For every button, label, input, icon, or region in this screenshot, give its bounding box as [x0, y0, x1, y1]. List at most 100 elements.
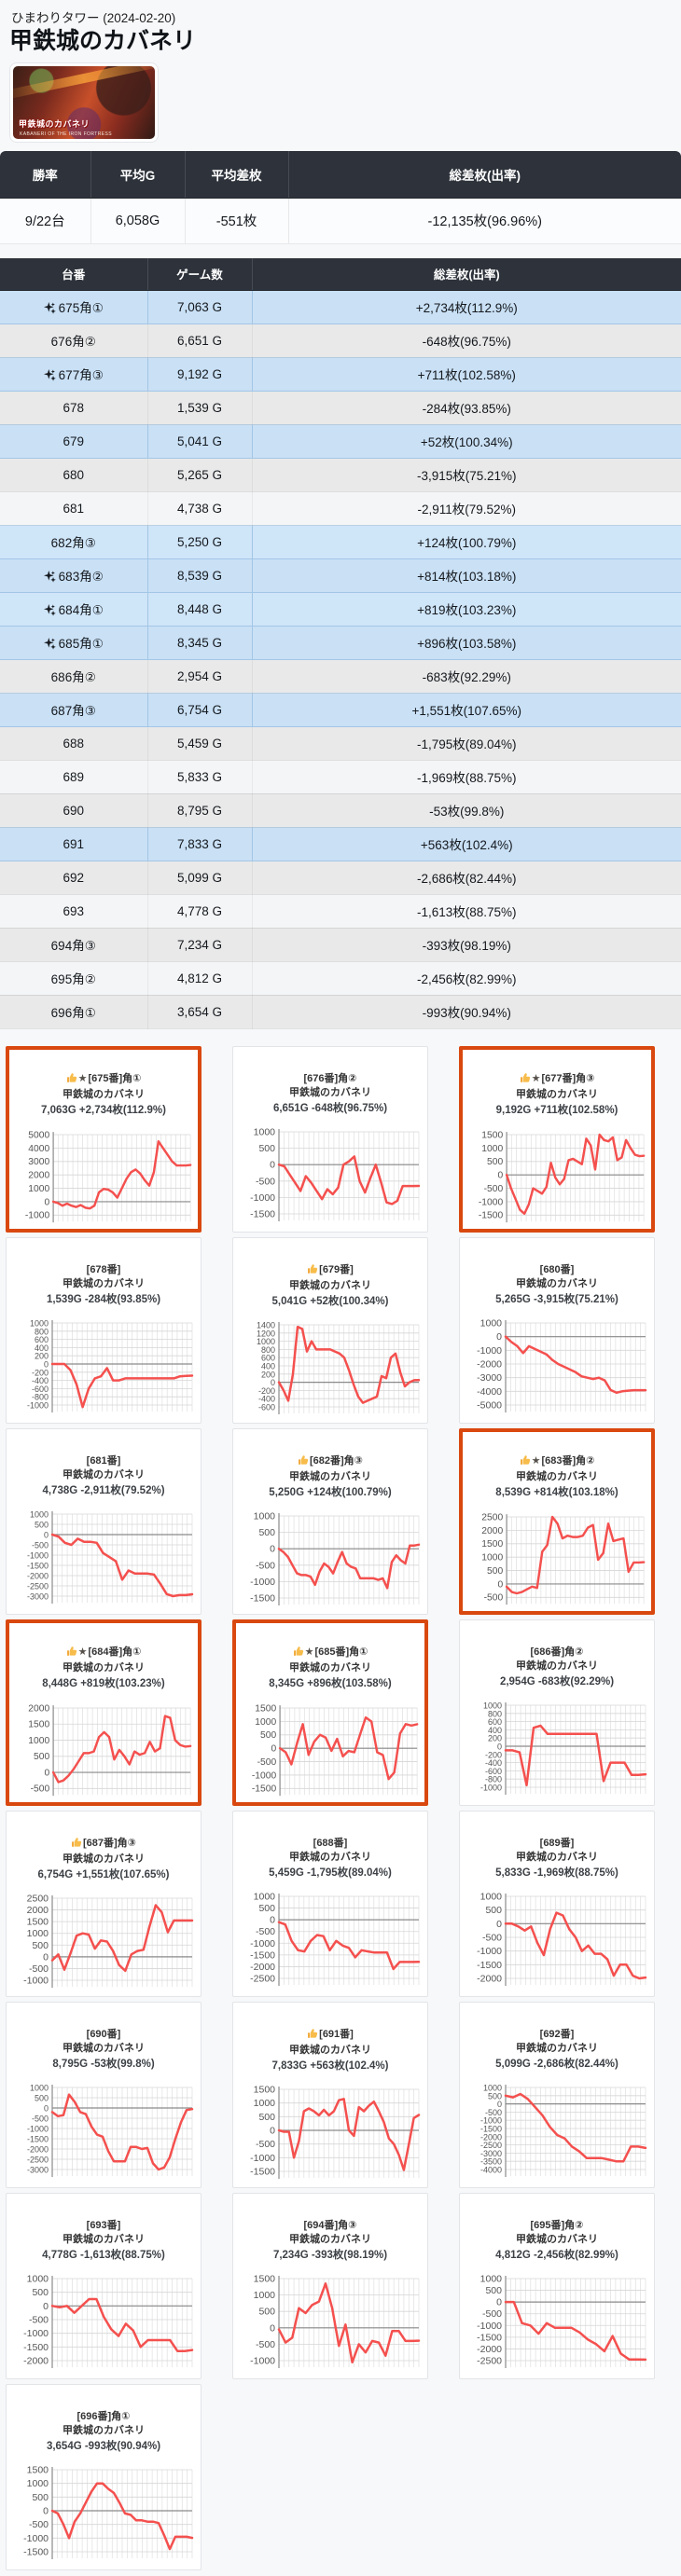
- machine-chart-card[interactable]: [693番] 甲鉄城のカバネリ 4,778G -1,613枚(88.75%) 1…: [6, 2192, 202, 2379]
- machine-chart-card[interactable]: [695番]角② 甲鉄城のカバネリ 4,812G -2,456枚(82.99%)…: [459, 2192, 655, 2379]
- svg-text:-2000: -2000: [23, 2355, 49, 2366]
- machine-number: 692: [63, 870, 85, 885]
- chart-title-line: [687番]角③: [7, 1837, 201, 1853]
- svg-text:500: 500: [258, 1143, 275, 1154]
- table-row: 677角③ 9,192 G +711枚(102.58%): [0, 357, 681, 392]
- machine-number-cell: 678: [0, 391, 148, 425]
- svg-text:1000: 1000: [28, 1184, 49, 1194]
- svg-text:-1500: -1500: [250, 1592, 275, 1604]
- chart-title-line: [689番]: [460, 1837, 654, 1851]
- machine-number: 695角②: [50, 972, 96, 987]
- svg-text:1000: 1000: [27, 2478, 49, 2489]
- machine-chart-card[interactable]: [696番]角① 甲鉄城のカバネリ 3,654G -993枚(90.94%) 1…: [6, 2383, 202, 2570]
- svg-text:800: 800: [488, 1709, 502, 1718]
- table-row: 691 7,833 G +563枚(102.4%): [0, 827, 681, 861]
- svg-text:1000: 1000: [254, 1891, 276, 1902]
- svg-text:1000: 1000: [28, 1736, 49, 1746]
- table-row: 695角② 4,812 G -2,456枚(82.99%): [0, 961, 681, 996]
- svg-text:1000: 1000: [480, 1891, 503, 1902]
- machine-number-cell: 677角③: [0, 357, 148, 392]
- machine-chart-card[interactable]: [692番] 甲鉄城のカバネリ 5,099G -2,686枚(82.44%) 1…: [459, 2001, 655, 2188]
- machine-number: 675角①: [58, 300, 104, 315]
- chart-machine-name: 甲鉄城のカバネリ: [516, 1852, 598, 1864]
- svg-text:0: 0: [497, 1579, 503, 1590]
- svg-text:-500: -500: [482, 1932, 502, 1943]
- machine-chart-card[interactable]: ★[677番]角③ 甲鉄城のカバネリ 9,192G +711枚(102.58%)…: [459, 1045, 655, 1233]
- machine-chart-card[interactable]: [691番] 甲鉄城のカバネリ 7,833G +563枚(102.4%) 150…: [232, 2001, 428, 2188]
- svg-text:200: 200: [35, 1351, 49, 1360]
- table-row: 678 1,539 G -284枚(93.85%): [0, 391, 681, 425]
- svg-text:0: 0: [496, 1331, 502, 1343]
- chart-machine-label: [695番]角②: [530, 2219, 584, 2231]
- chart-header: ★[685番]角① 甲鉄城のカバネリ 8,345G +896枚(103.58%): [236, 1646, 424, 1691]
- machine-chart-card[interactable]: [676番]角② 甲鉄城のカバネリ 6,651G -648枚(96.75%) 1…: [232, 1045, 428, 1233]
- svg-text:600: 600: [488, 1717, 502, 1727]
- svg-text:1500: 1500: [254, 2084, 276, 2095]
- svg-text:0: 0: [44, 1768, 49, 1778]
- machine-chart-card[interactable]: [690番] 甲鉄城のカバネリ 8,795G -53枚(99.8%) 1000 5…: [6, 2001, 202, 2188]
- chart-title-line: [695番]角②: [460, 2219, 654, 2233]
- svg-text:-1000: -1000: [23, 2532, 49, 2543]
- slump-graph: 1000 800 600 400 200 0 -200 -400 -600 -800 -1000: [7, 1317, 201, 1423]
- svg-text:-1000: -1000: [250, 1577, 275, 1588]
- chart-machine-label: [690番]: [86, 2028, 121, 2040]
- banner-image[interactable]: 甲鉄城のカバネリ KABANERI OF THE IRON FORTRESS: [9, 62, 159, 143]
- page-title: 甲鉄城のカバネリ: [9, 28, 197, 54]
- machine-chart-card[interactable]: [688番] 甲鉄城のカバネリ 5,459G -1,795枚(89.04%) 1…: [232, 1810, 428, 1997]
- svg-text:2000: 2000: [27, 1905, 49, 1916]
- machine-chart-card[interactable]: [687番]角③ 甲鉄城のカバネリ 6,754G +1,551枚(107.65%…: [6, 1810, 202, 1997]
- chart-machine-name: 甲鉄城のカバネリ: [289, 1280, 371, 1292]
- machine-number-cell: 675角①: [0, 290, 148, 324]
- svg-text:-3500: -3500: [480, 2156, 502, 2166]
- thumbs-up-icon: [520, 1454, 531, 1470]
- machine-chart-card[interactable]: ★[683番]角② 甲鉄城のカバネリ 8,539G +814枚(103.18%)…: [459, 1427, 655, 1615]
- slump-chart-svg: 10005000-500-1000-1500-2000-2500-3000-35…: [480, 2083, 647, 2177]
- machine-chart-card[interactable]: [679番] 甲鉄城のカバネリ 5,041G +52枚(100.34%) 140…: [232, 1236, 428, 1424]
- slump-chart-svg: 2000 1500 1000 500 0 -500: [28, 1703, 192, 1796]
- table-header-total-diff: 総差枚(出率): [252, 257, 681, 291]
- slump-chart-svg: 1000 500 0 -500 -1000 -1500: [250, 1126, 421, 1221]
- svg-text:2000: 2000: [28, 1703, 49, 1714]
- machine-chart-card[interactable]: [680番] 甲鉄城のカバネリ 5,265G -3,915枚(75.21%) 1…: [459, 1236, 655, 1424]
- chart-title-line: ★[677番]角③: [463, 1072, 651, 1088]
- svg-text:-1000: -1000: [250, 2152, 275, 2163]
- machine-chart-card[interactable]: ★[685番]角① 甲鉄城のカバネリ 8,345G +896枚(103.58%)…: [232, 1619, 428, 1806]
- svg-text:0: 0: [271, 1378, 275, 1387]
- slump-chart-svg: 1000 500 0 -500 -1000 -1500: [250, 1510, 421, 1605]
- machine-chart-card[interactable]: ★[675番]角① 甲鉄城のカバネリ 7,063G +2,734枚(112.9%…: [6, 1045, 202, 1233]
- games-count: 8,448 G: [147, 592, 253, 627]
- svg-text:400: 400: [261, 1361, 275, 1371]
- svg-text:500: 500: [258, 2111, 275, 2122]
- chart-stats: 4,778G -1,613枚(88.75%): [42, 2249, 165, 2261]
- slump-chart-svg: 1000 0-1000 -2000 -3000-4000 -5000: [477, 1317, 647, 1412]
- machine-chart-card[interactable]: [689番] 甲鉄城のカバネリ 5,833G -1,969枚(88.75%) 1…: [459, 1810, 655, 1997]
- chart-machine-label: [694番]角③: [303, 2219, 357, 2231]
- machine-chart-card[interactable]: [681番] 甲鉄城のカバネリ 4,738G -2,911枚(79.52%) 1…: [6, 1427, 202, 1615]
- svg-text:1000: 1000: [30, 2083, 49, 2092]
- machine-chart-card[interactable]: [678番] 甲鉄城のカバネリ 1,539G -284枚(93.85%) 100…: [6, 1236, 202, 1424]
- games-count: 1,539 G: [147, 391, 253, 425]
- svg-text:0: 0: [270, 1159, 275, 1170]
- chart-title-line: [691番]: [233, 2028, 427, 2044]
- summary-avg-games: 6,058G: [90, 198, 186, 244]
- svg-text:-500: -500: [32, 2114, 49, 2123]
- machine-chart-card[interactable]: [694番]角③ 甲鉄城のカバネリ 7,234G -393枚(98.19%) 1…: [232, 2192, 428, 2379]
- svg-text:1000: 1000: [27, 2273, 49, 2284]
- diff-value: +1,551枚(107.65%): [252, 693, 681, 727]
- svg-text:-1000: -1000: [250, 2355, 275, 2366]
- svg-text:-600: -600: [485, 1767, 502, 1776]
- diff-value: -284枚(93.85%): [252, 391, 681, 425]
- slump-graph: 1000 500 0 -500 -1000 -1500 -2000: [7, 2273, 201, 2378]
- svg-text:-1500: -1500: [479, 1210, 504, 1220]
- slump-chart-svg: 1000 500 0 -500 -1000 -1500 -2000: [477, 1891, 647, 1986]
- machine-chart-card[interactable]: ★[684番]角① 甲鉄城のカバネリ 8,448G +819枚(103.23%)…: [6, 1619, 202, 1806]
- slump-graph: 1500 1000 500 0 -500 -1000 -1500: [236, 1701, 424, 1802]
- svg-text:-4000: -4000: [477, 1385, 502, 1397]
- table-row: 680 5,265 G -3,915枚(75.21%): [0, 458, 681, 492]
- slump-graph: 1000 500 0 -500 -1000 -1500 -2000: [460, 1891, 654, 1996]
- machine-chart-card[interactable]: [682番]角③ 甲鉄城のカバネリ 5,250G +124枚(100.79%) …: [232, 1427, 428, 1615]
- chart-machine-name: 甲鉄城のカバネリ: [63, 2043, 145, 2055]
- thumbs-up-icon: [520, 1072, 531, 1088]
- machine-chart-card[interactable]: [686番]角② 甲鉄城のカバネリ 2,954G -683枚(92.29%) 1…: [459, 1619, 655, 1806]
- table-row: 692 5,099 G -2,686枚(82.44%): [0, 861, 681, 895]
